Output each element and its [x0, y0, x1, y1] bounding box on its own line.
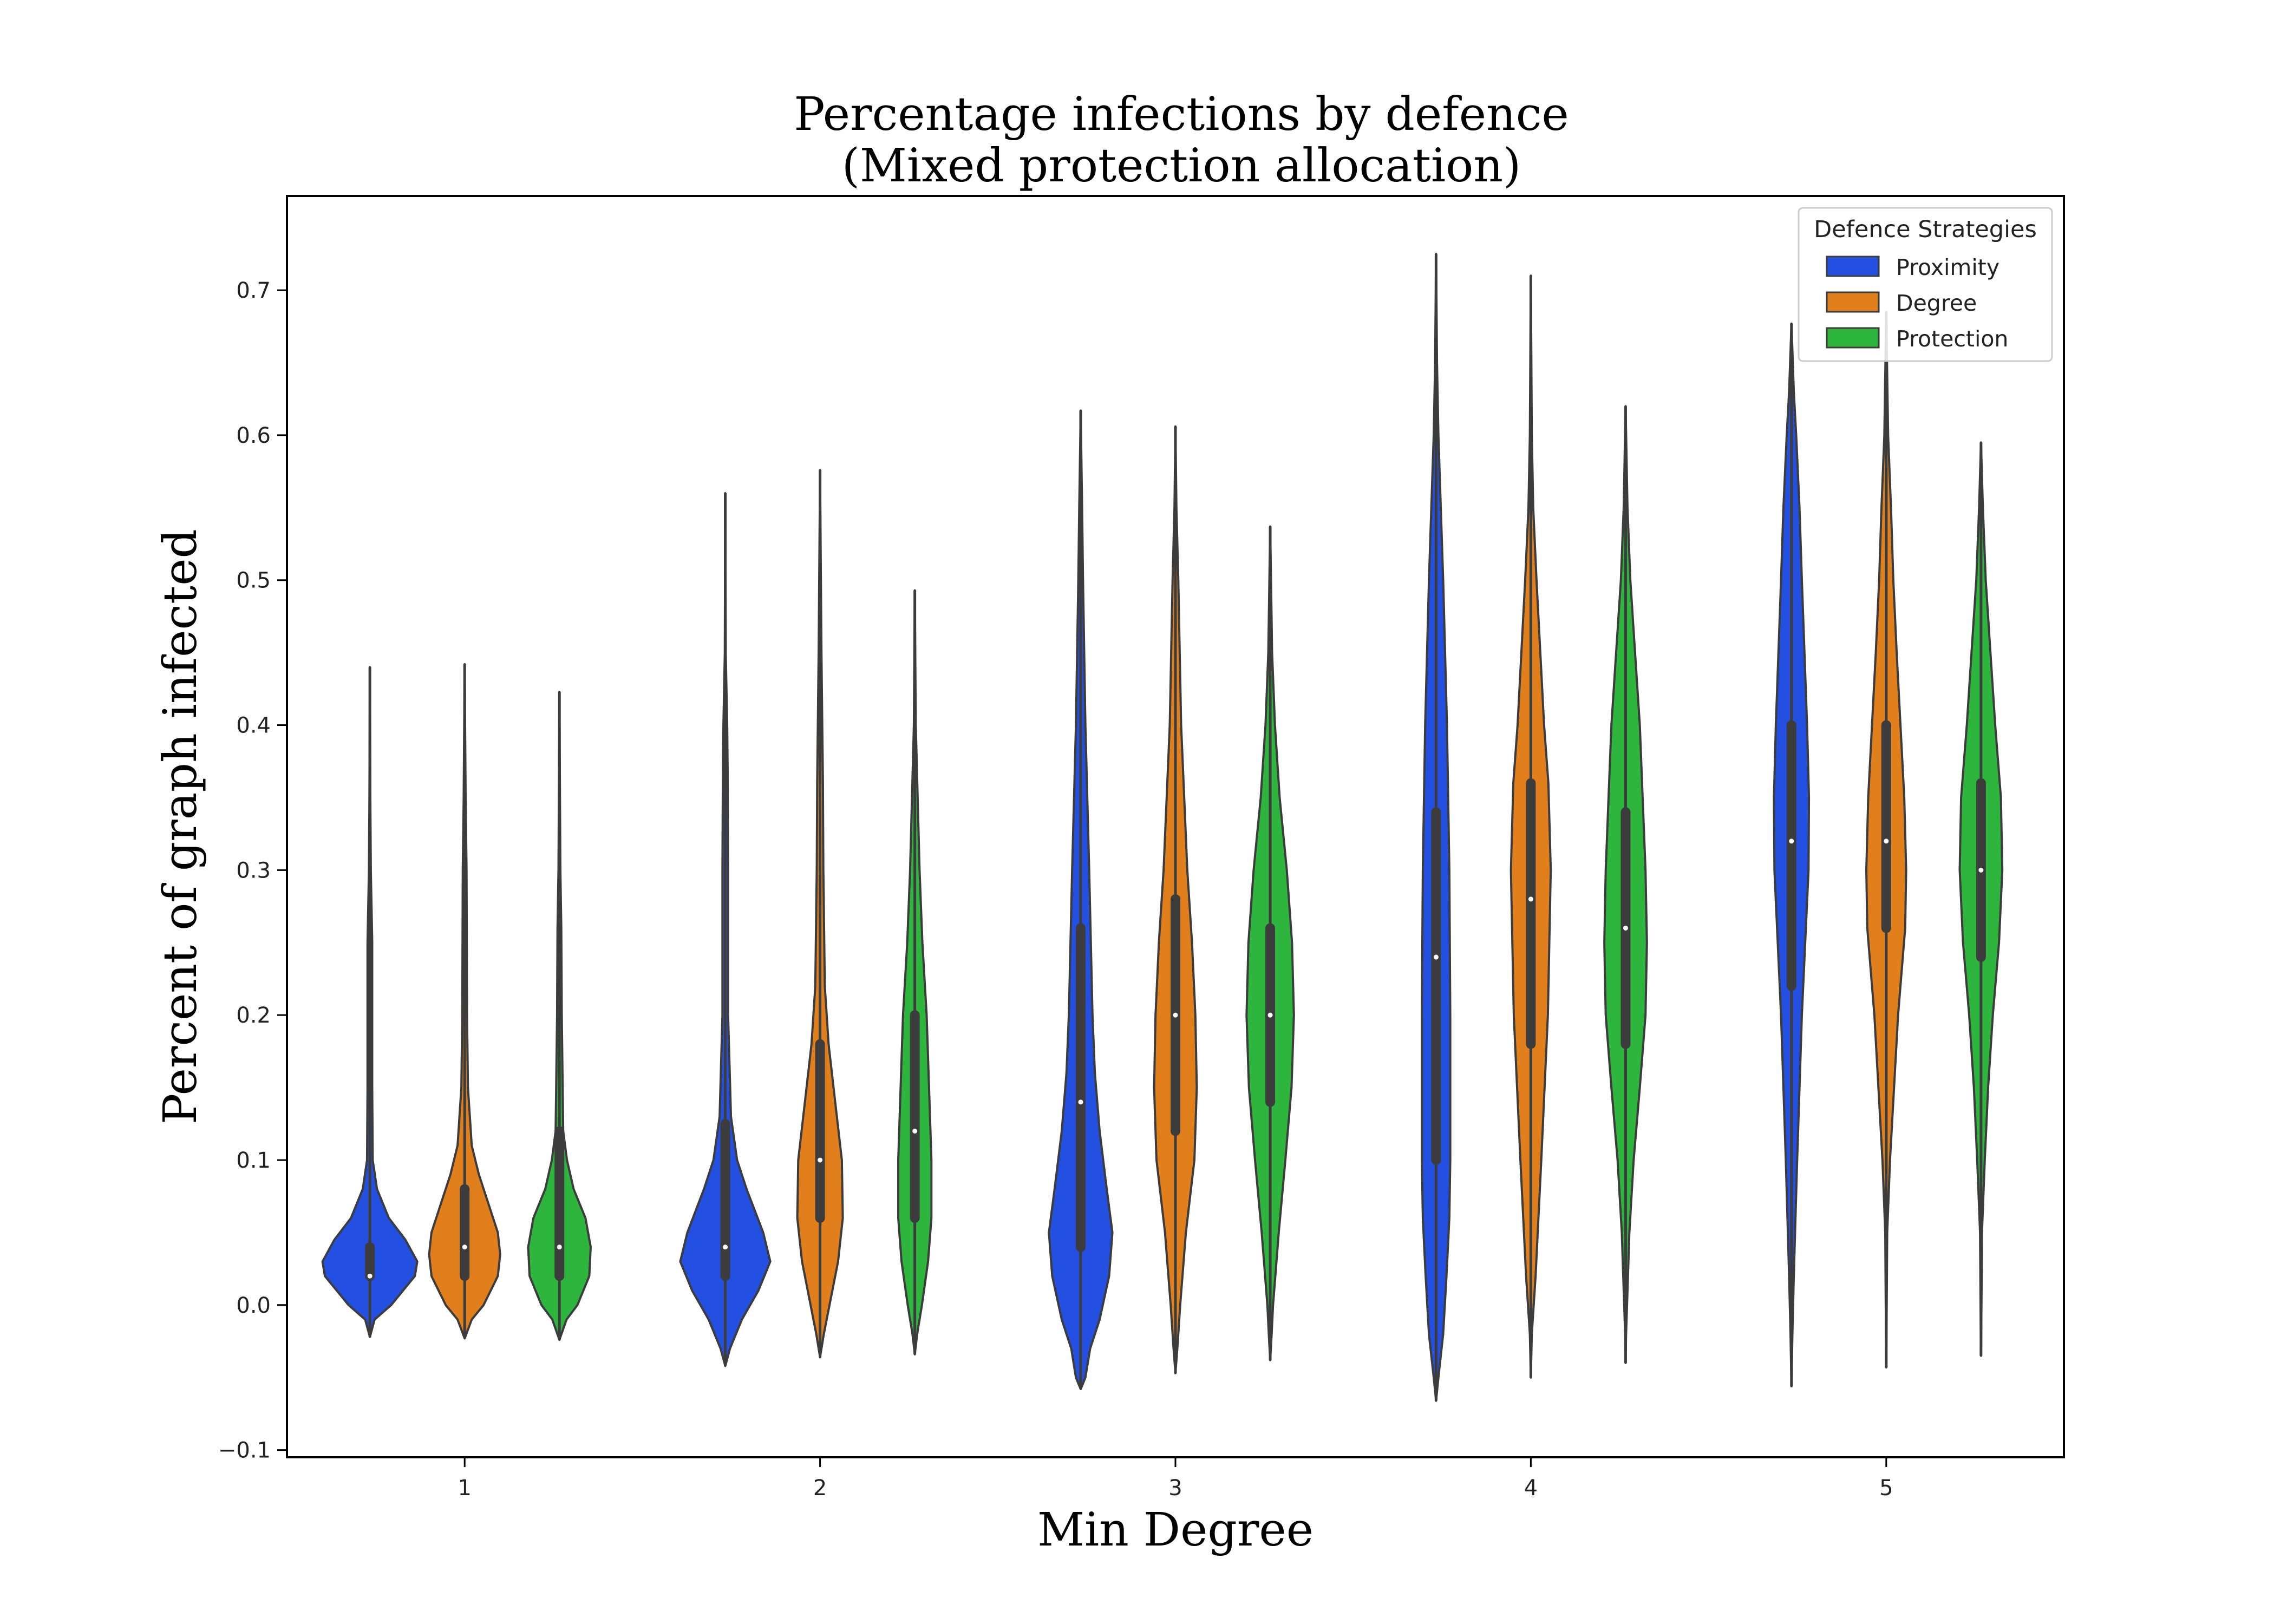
legend: Defence Strategies Proximity Degree Protec…	[1798, 207, 2053, 362]
x-tick-label: 2	[813, 1476, 827, 1501]
y-tick-label: 0.7	[236, 278, 271, 303]
y-tick-label: 0.1	[236, 1148, 271, 1173]
violin-median-dot	[1173, 1012, 1178, 1018]
y-tick-label: 0.0	[236, 1293, 271, 1318]
y-tick-label: 0.5	[236, 568, 271, 593]
legend-swatch-protection	[1826, 327, 1880, 349]
y-axis-ticks: −0.1 0.0 0.1 0.2 0.3 0.4 0.5 0.6 0.7	[218, 278, 287, 1463]
x-tick-label: 4	[1524, 1476, 1538, 1501]
violin-median-dot	[1433, 954, 1439, 960]
chart-title-line-1: Percentage infections by defence	[794, 88, 1569, 141]
violin-median-dot	[818, 1157, 823, 1163]
violin-median-dot	[1623, 925, 1628, 931]
violin-layer	[321, 253, 2004, 1402]
violin-median-dot	[462, 1245, 467, 1250]
violin-median-dot	[1528, 896, 1533, 902]
violin-median-dot	[1267, 1012, 1273, 1018]
violin-median-dot	[912, 1128, 918, 1134]
y-tick-label: 0.3	[236, 858, 271, 883]
legend-box	[1798, 207, 2053, 362]
legend-label-protection: Protection	[1896, 326, 2008, 352]
legend-label-degree: Degree	[1896, 290, 1977, 316]
violin-median-dot	[1789, 839, 1794, 844]
y-tick-label: 0.4	[236, 713, 271, 738]
violin-median-dot	[367, 1273, 373, 1279]
y-axis-label: Percent of graph infected	[154, 529, 207, 1124]
x-tick-label: 5	[1879, 1476, 1893, 1501]
x-tick-label: 1	[458, 1476, 471, 1501]
x-axis-ticks: 1 2 3 4 5	[458, 1457, 1893, 1501]
y-tick-label: 0.6	[236, 423, 271, 448]
violin-median-dot	[1078, 1099, 1083, 1105]
violin-median-dot	[1884, 839, 1889, 844]
y-tick-label: −0.1	[218, 1438, 271, 1463]
chart-title-line-2: (Mixed protection allocation)	[842, 139, 1521, 193]
y-tick-label: 0.2	[236, 1003, 271, 1028]
violin-median-dot	[1978, 867, 1984, 873]
violin-median-dot	[723, 1245, 728, 1250]
violin-median-dot	[557, 1245, 562, 1250]
x-axis-label: Min Degree	[1037, 1503, 1314, 1557]
legend-swatch-degree	[1826, 291, 1880, 313]
x-tick-label: 3	[1168, 1476, 1182, 1501]
legend-swatch-proximity	[1826, 256, 1880, 277]
legend-title: Defence Strategies	[1814, 216, 2037, 243]
legend-label-proximity: Proximity	[1896, 254, 1999, 280]
